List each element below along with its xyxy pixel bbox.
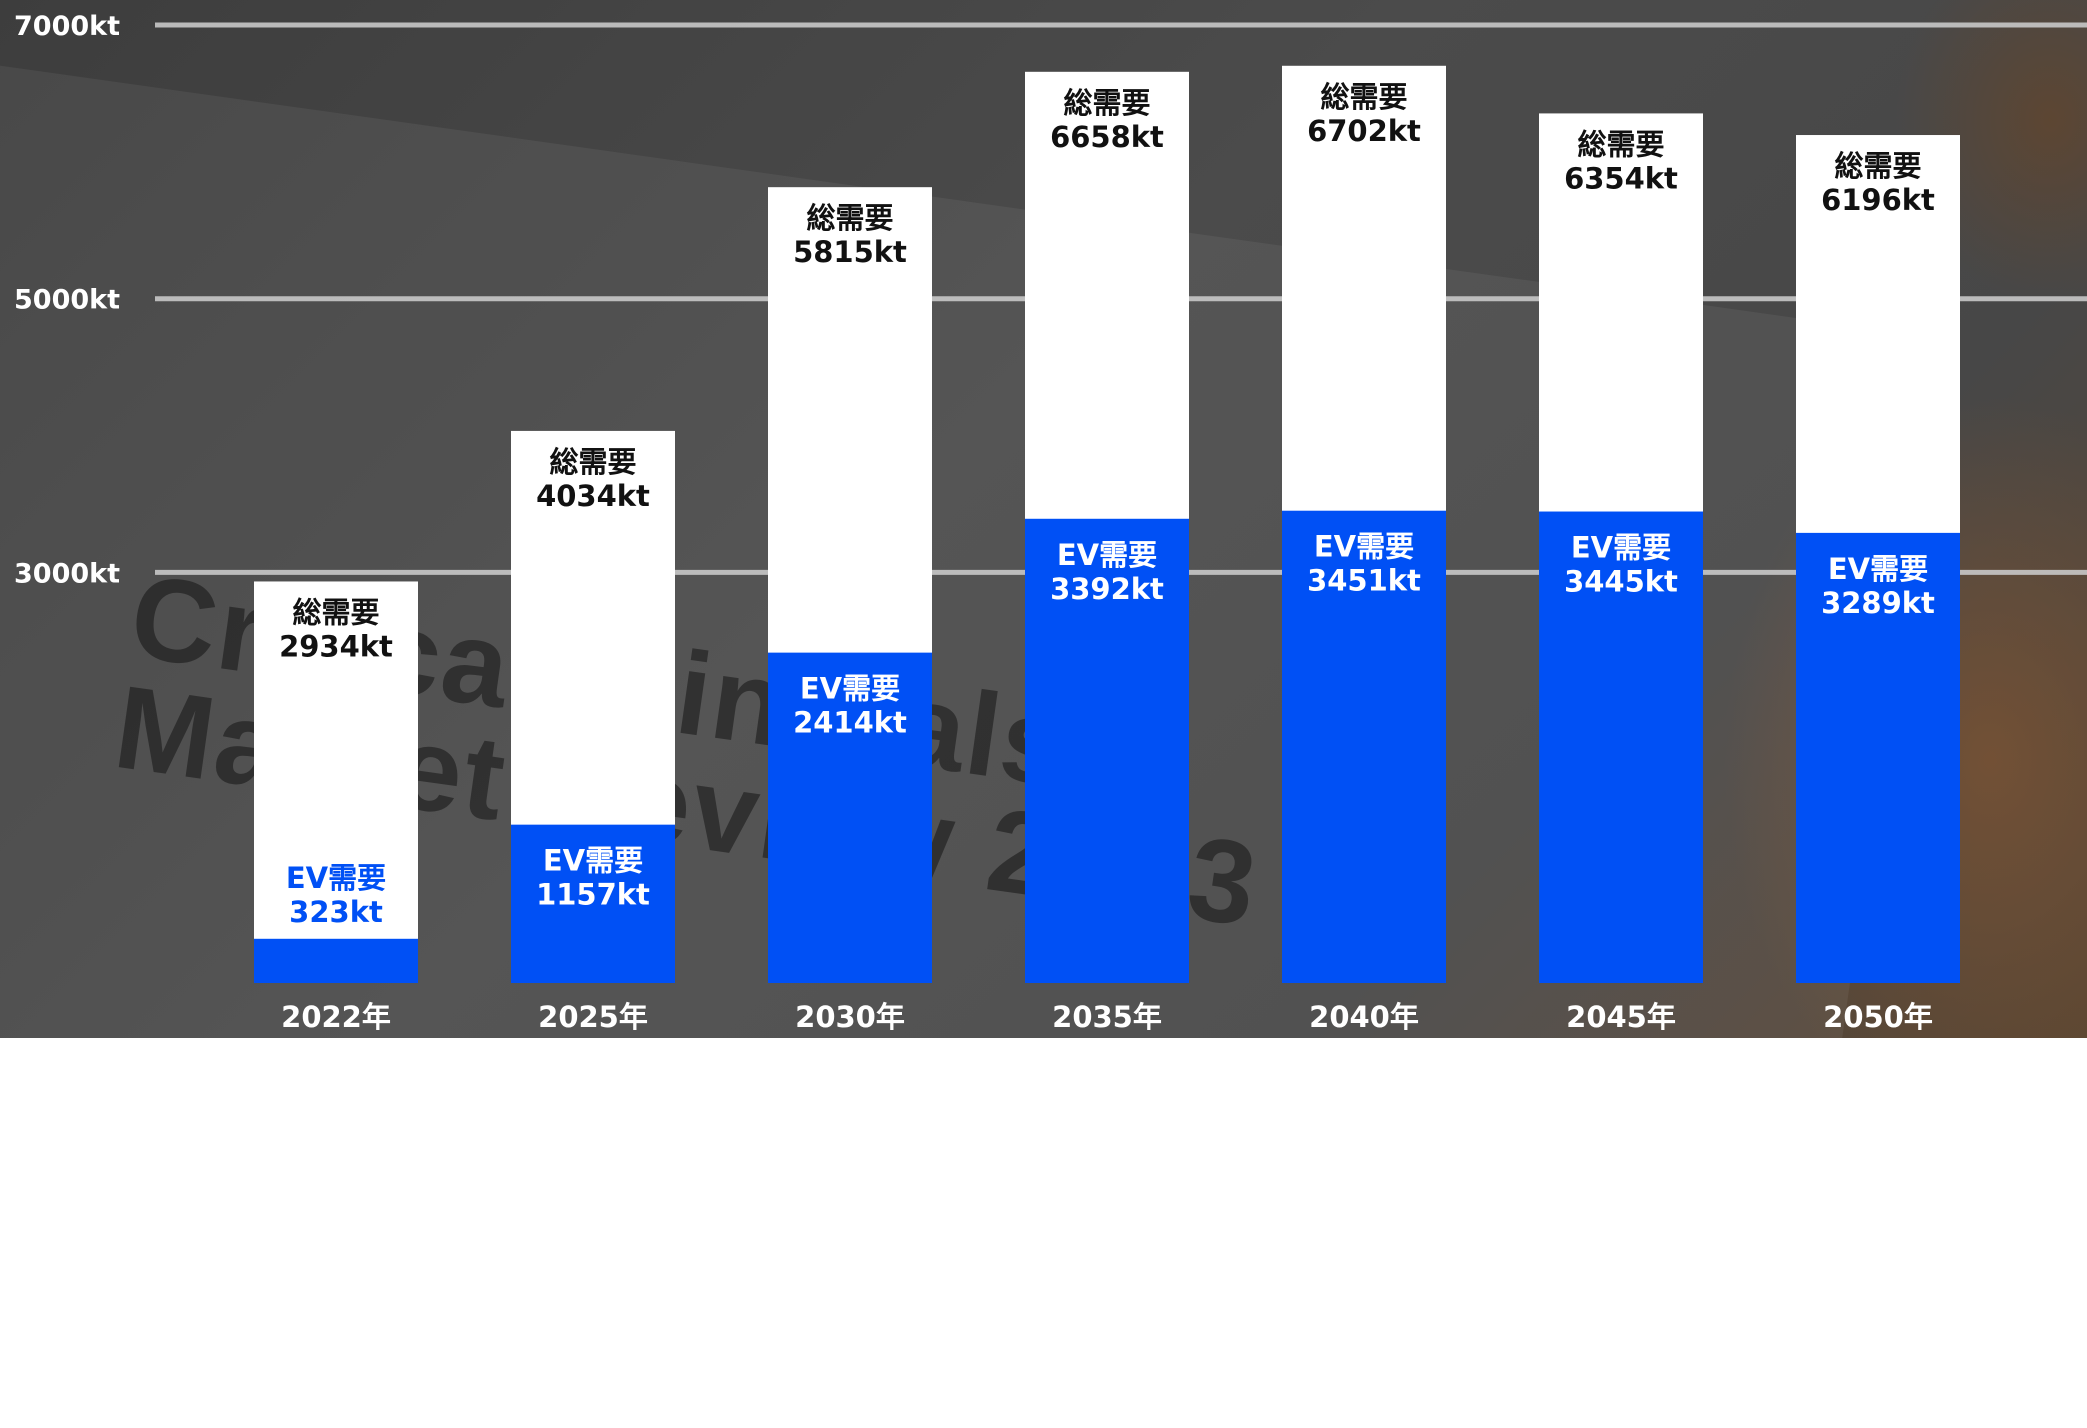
bar-ev-demand (1539, 511, 1703, 983)
data-label-total-value: 2934kt (279, 629, 393, 663)
y-tick-label: 3000kt (14, 558, 120, 589)
data-label-total-name: 総需要 (1063, 86, 1150, 120)
data-label-total-value: 6658kt (1050, 120, 1164, 154)
bar-ev-demand (254, 938, 418, 983)
bar-total-demand (254, 581, 418, 983)
data-label-total-value: 6196kt (1821, 183, 1935, 217)
data-label-total-name: 総需要 (806, 201, 893, 235)
data-label-total-value: 4034kt (536, 479, 650, 513)
data-label-total-value: 5815kt (793, 235, 907, 269)
data-label-total-name: 総需要 (549, 445, 636, 479)
data-label-total-value: 6354kt (1564, 161, 1678, 195)
data-label-ev-value: 1157kt (536, 878, 650, 912)
bar-ev-demand (511, 824, 675, 983)
data-label-ev-value: 3445kt (1564, 565, 1678, 599)
data-label-ev-value: 3392kt (1050, 572, 1164, 606)
data-label-ev-name: EV需要 (543, 844, 643, 878)
data-label-ev-value: 3289kt (1821, 586, 1935, 620)
data-label-total-name: 総需要 (292, 595, 379, 629)
bar-ev-demand (1796, 532, 1960, 983)
bar-ev-demand (768, 652, 932, 983)
data-label-ev-name: EV需要 (1314, 530, 1414, 564)
data-label-total-name: 総需要 (1577, 127, 1664, 161)
x-tick-label: 2025年 (538, 1000, 648, 1034)
data-label-total-value: 6702kt (1307, 114, 1421, 148)
x-tick-label: 2040年 (1309, 1000, 1419, 1034)
data-label-ev-name: EV需要 (800, 672, 900, 706)
data-label-ev-value: 323kt (289, 895, 383, 929)
data-label-total-name: 総需要 (1834, 149, 1921, 183)
x-tick-label: 2035年 (1052, 1000, 1162, 1034)
data-label-ev-name: EV需要 (286, 861, 386, 895)
x-tick-label: 2030年 (795, 1000, 905, 1034)
x-axis-ticks: 2022年 2025年 2030年 2035年 2040年 2045年 2050年 (281, 1000, 1933, 1034)
bar-ev-demand (1282, 510, 1446, 983)
data-label-ev-name: EV需要 (1057, 538, 1157, 572)
y-tick-label: 7000kt (14, 11, 120, 42)
bar-layer: 総需要2934ktEV需要323kt総需要4034ktEV需要1157kt総需要… (254, 65, 1960, 983)
data-label-ev-value: 3451kt (1307, 564, 1421, 598)
bar-ev-demand (1025, 518, 1189, 983)
x-tick-label: 2022年 (281, 1000, 391, 1034)
data-label-ev-name: EV需要 (1828, 552, 1928, 586)
y-tick-label: 5000kt (14, 285, 120, 316)
data-label-total-name: 総需要 (1320, 80, 1407, 114)
x-tick-label: 2050年 (1823, 1000, 1933, 1034)
x-tick-label: 2045年 (1566, 1000, 1676, 1034)
data-label-ev-value: 2414kt (793, 706, 907, 740)
data-label-ev-name: EV需要 (1571, 531, 1671, 565)
y-axis-ticks: 3000kt 5000kt 7000kt (14, 11, 120, 589)
